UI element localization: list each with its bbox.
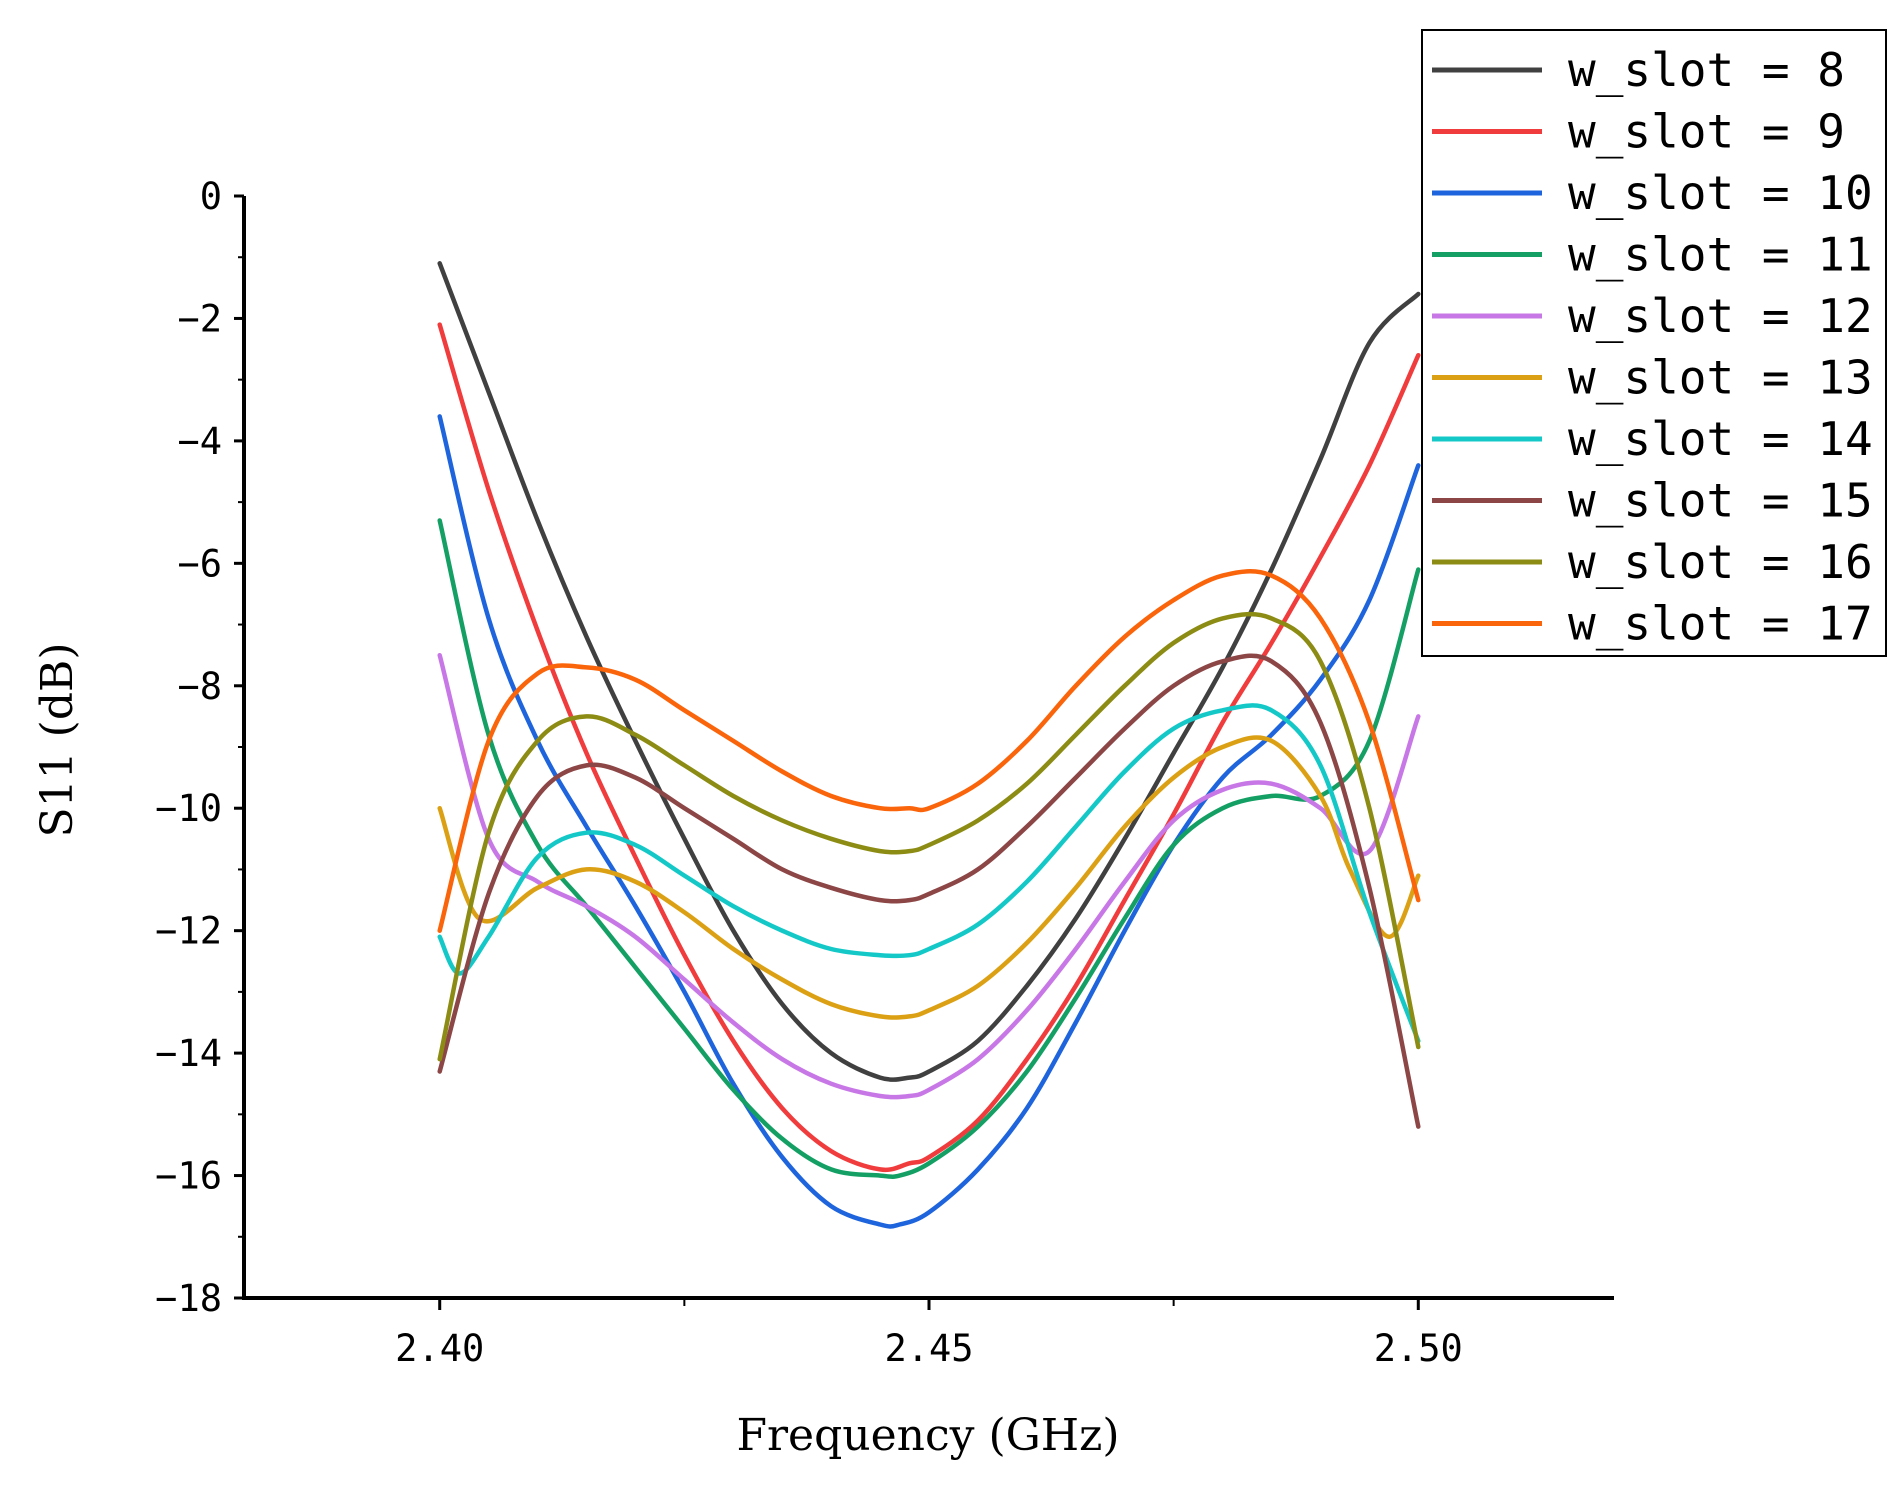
y-tick-label: −10 — [155, 787, 222, 830]
legend-label: w_slot = 16 — [1568, 535, 1873, 589]
series-line-5 — [437, 652, 1421, 1100]
legend-label: w_slot = 9 — [1568, 105, 1845, 159]
y-tick-label: −18 — [155, 1277, 222, 1320]
series-line-4 — [437, 518, 1421, 1179]
y-tick-label: −16 — [155, 1155, 222, 1198]
legend-entries: w_slot = 8 w_slot = 9 w_slot = 10 w_slot = … — [1432, 43, 1873, 651]
y-tick-label: −6 — [177, 542, 222, 585]
plot-lines — [437, 261, 1421, 1229]
x-axis-title: Frequency (GHz) — [736, 1410, 1119, 1461]
legend-label: w_slot = 14 — [1568, 412, 1873, 466]
legend-box — [1421, 29, 1887, 657]
legend-label: w_slot = 10 — [1568, 166, 1873, 220]
y-tick-label: −12 — [155, 910, 222, 953]
series-line-9 — [437, 611, 1421, 1062]
legend-label: w_slot = 17 — [1568, 597, 1873, 651]
series-line-3 — [437, 414, 1421, 1229]
x-tick-label: 2.45 — [884, 1327, 973, 1370]
x-ticks: 2.40 2.45 2.50 — [395, 1298, 1463, 1370]
y-tick-label: 0 — [200, 175, 222, 218]
y-tick-label: −2 — [177, 297, 222, 340]
legend: w_slot = 8 w_slot = 9 w_slot = 10 w_slot = … — [1421, 29, 1887, 657]
x-tick-label: 2.50 — [1374, 1327, 1463, 1370]
series-line-1 — [437, 261, 1421, 1082]
series-line-6 — [437, 735, 1421, 1020]
y-axis-title: S11 (dB) — [32, 643, 83, 838]
legend-label: w_slot = 13 — [1568, 351, 1873, 405]
x-tick-label: 2.40 — [395, 1327, 484, 1370]
y-ticks: 0 −2 −4 −6 −8 −10 −12 −14 −16 −18 — [155, 175, 244, 1320]
legend-label: w_slot = 12 — [1568, 289, 1873, 343]
legend-label: w_slot = 11 — [1568, 228, 1873, 282]
y-tick-label: −8 — [177, 665, 222, 708]
series-line-7 — [437, 703, 1421, 1044]
axes: 0 −2 −4 −6 −8 −10 −12 −14 −16 −18 2.40 2.45 2.50 — [155, 175, 1614, 1370]
legend-label: w_slot = 15 — [1568, 474, 1873, 528]
series-line-2 — [437, 322, 1421, 1173]
series-line-10 — [437, 569, 1421, 933]
y-tick-label: −14 — [155, 1032, 222, 1075]
legend-label: w_slot = 8 — [1568, 43, 1845, 97]
y-tick-label: −4 — [177, 420, 222, 463]
series-line-8 — [437, 653, 1421, 1129]
